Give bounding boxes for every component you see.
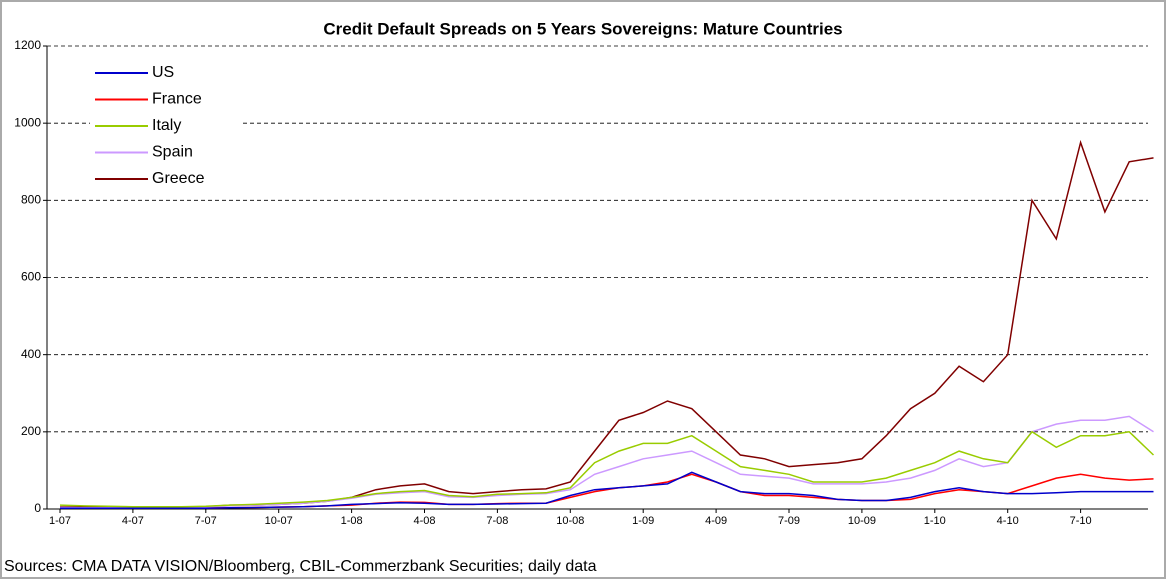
x-tick-label: 10-08 [556, 515, 584, 527]
source-note: Sources: CMA DATA VISION/Bloomberg, CBIL… [4, 558, 597, 575]
y-tick-label: 600 [21, 270, 41, 284]
x-tick-label: 4-10 [997, 515, 1019, 527]
x-tick-label: 7-10 [1070, 515, 1092, 527]
y-tick-label: 1000 [14, 115, 41, 129]
series-line [60, 471, 1154, 509]
x-tick-label: 1-08 [341, 515, 363, 527]
x-tick-label: 4-09 [705, 515, 727, 527]
x-tick-label: 1-07 [49, 515, 71, 527]
x-tick-label: 10-07 [265, 515, 293, 527]
y-tick-label: 800 [21, 193, 41, 207]
x-tick-label: 4-08 [413, 515, 435, 527]
x-tick-label: 10-09 [848, 515, 876, 527]
x-tick-label: 7-07 [195, 515, 217, 527]
x-tick-label: 4-07 [122, 515, 144, 527]
y-tick-label: 400 [21, 347, 41, 361]
legend-label: Italy [152, 117, 181, 134]
chart-title: Credit Default Spreads on 5 Years Sovere… [323, 19, 842, 38]
legend-label: Spain [152, 144, 193, 161]
x-tick-label: 1-10 [924, 515, 946, 527]
y-tick-label: 0 [34, 501, 41, 515]
legend-box [90, 60, 240, 195]
x-tick-label: 7-09 [778, 515, 800, 527]
legend-label: Greece [152, 170, 205, 187]
y-tick-label: 200 [21, 424, 41, 438]
x-tick-label: 1-09 [632, 515, 654, 527]
legend-label: France [152, 91, 202, 108]
x-tick-label: 7-08 [486, 515, 508, 527]
y-tick-label: 1200 [14, 38, 41, 52]
legend-label: US [152, 64, 174, 81]
series-line [59, 430, 1155, 508]
